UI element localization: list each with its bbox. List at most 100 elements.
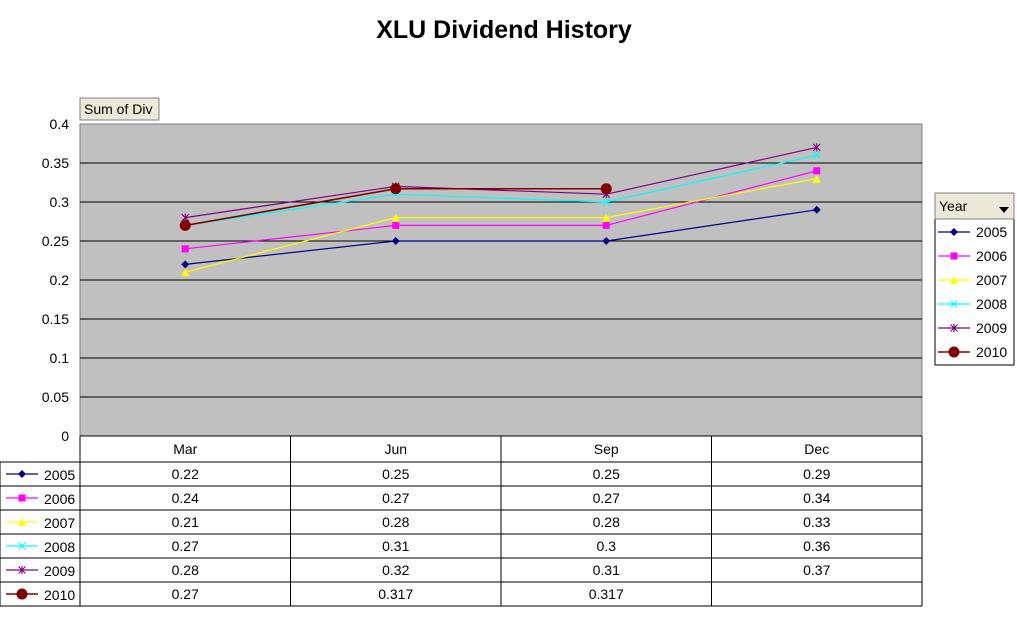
series-path [185, 154, 817, 226]
data-label: 0.317 [589, 586, 624, 602]
marker-shape [602, 198, 611, 206]
data-point [602, 198, 611, 206]
data-label: 0.37 [803, 562, 830, 578]
data-table: Mar Jun Sep Dec 2005 0.22 0.25 0.25 0.29 2006 0.24… [0, 435, 923, 607]
data-point [812, 205, 821, 214]
legend-title: Year [939, 198, 968, 214]
data-label: 0.34 [803, 490, 830, 506]
marker-shape [179, 219, 191, 231]
marker-shape [18, 494, 26, 502]
marker-shape [16, 588, 28, 600]
data-point [392, 221, 400, 229]
category-label: Dec [804, 441, 829, 457]
row-legend-key-marker [18, 470, 26, 478]
marker-shape [391, 213, 400, 222]
legend: Year 2005 2006 2007 2008 2009 2010 [934, 192, 1015, 366]
y-tick-label: 0.3 [50, 194, 70, 210]
series-group [179, 143, 821, 277]
marker-shape [18, 566, 26, 574]
data-point [813, 167, 821, 175]
y-tick-label: 0 [61, 428, 69, 444]
marker-shape [391, 237, 400, 245]
legend-entry-label: 2005 [976, 224, 1007, 240]
data-label: 0.33 [803, 514, 830, 530]
data-label: 0.317 [378, 586, 413, 602]
marker-shape [602, 213, 611, 222]
data-label: 0.27 [172, 586, 199, 602]
legend-entry-label: 2007 [976, 272, 1007, 288]
marker-shape [181, 260, 190, 269]
marker-shape [948, 346, 960, 358]
data-label: 0.28 [593, 514, 620, 530]
marker-shape [392, 221, 400, 229]
marker-shape [813, 167, 821, 175]
legend-key-marker [950, 228, 958, 236]
marker-shape [18, 470, 26, 478]
legend-key-marker [950, 324, 958, 332]
table-row-label: 2009 [44, 563, 75, 579]
data-point [391, 237, 400, 245]
marker-shape [812, 151, 821, 160]
data-label: 0.22 [172, 466, 199, 482]
plot-area [79, 123, 923, 437]
data-label: 0.21 [172, 514, 199, 530]
marker-shape [602, 237, 611, 245]
legend-entry-label: 2006 [976, 248, 1007, 264]
data-label: 0.31 [382, 538, 409, 554]
data-point [812, 174, 821, 183]
y-tick-label: 0.1 [50, 350, 70, 366]
data-label: 0.36 [803, 538, 830, 554]
legend-entry-label: 2009 [976, 320, 1007, 336]
row-legend-key-marker [18, 494, 26, 502]
data-point [181, 268, 190, 277]
category-label: Jun [384, 441, 407, 457]
data-label: 0.29 [803, 466, 830, 482]
data-label: 0.25 [593, 466, 620, 482]
data-point [812, 151, 821, 160]
marker-shape [602, 221, 610, 229]
legend-title-dropdown[interactable]: Year [934, 192, 1015, 220]
y-tick-label: 0.35 [42, 155, 69, 171]
chart-title: XLU Dividend History [376, 16, 632, 44]
data-point [812, 143, 821, 152]
legend-entry-label: 2008 [976, 296, 1007, 312]
data-point [181, 245, 189, 253]
y-tick-label: 0.25 [42, 233, 69, 249]
data-label: 0.24 [172, 490, 199, 506]
data-label: 0.25 [382, 466, 409, 482]
y-tick-label: 0.2 [50, 272, 70, 288]
category-label: Mar [173, 441, 197, 457]
marker-shape [181, 268, 190, 277]
row-legend-key-marker [16, 588, 28, 600]
series-path [185, 146, 817, 219]
marker-shape [950, 324, 958, 332]
data-label: 0.32 [382, 562, 409, 578]
table-row-label: 2010 [44, 587, 75, 603]
dropdown-arrow-icon [999, 207, 1009, 213]
field-button[interactable]: Sum of Div [79, 97, 160, 121]
marker-shape [950, 300, 958, 308]
marker-shape [812, 205, 821, 214]
table-row-label: 2005 [44, 467, 75, 483]
legend-key-marker [950, 276, 958, 284]
y-axis: 0 0.05 0.1 0.15 0.2 0.25 0.3 0.35 0.4 [42, 116, 69, 444]
data-point [179, 219, 191, 231]
y-tick-label: 0.05 [42, 389, 69, 405]
table-row-label: 2007 [44, 515, 75, 531]
table-row-label: 2008 [44, 539, 75, 555]
data-label: 0.27 [593, 490, 620, 506]
data-label: 0.28 [382, 514, 409, 530]
data-label: 0.31 [593, 562, 620, 578]
data-point [181, 260, 190, 269]
y-tick-label: 0.15 [42, 311, 69, 327]
marker-shape [812, 174, 821, 183]
marker-shape [950, 228, 958, 236]
legend-key-marker [950, 300, 958, 308]
y-tick-label: 0.4 [50, 116, 70, 132]
data-point [390, 183, 402, 195]
row-legend-key-marker [18, 518, 26, 526]
series-line [181, 174, 821, 277]
marker-shape [181, 245, 189, 253]
marker-shape [390, 183, 402, 195]
